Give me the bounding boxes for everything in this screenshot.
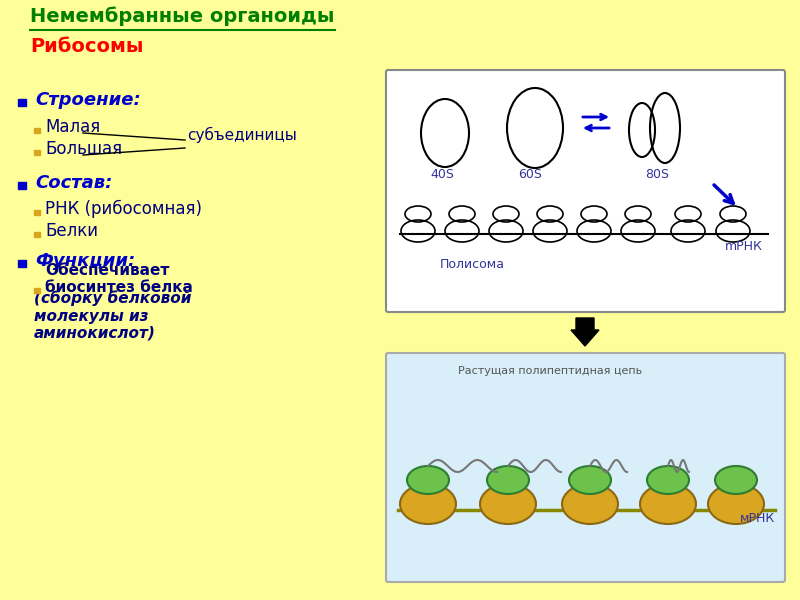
Text: Состав:: Состав: [35, 174, 112, 192]
Text: Белки: Белки [45, 222, 98, 240]
Text: Строение:: Строение: [35, 91, 141, 109]
Text: субъединицы: субъединицы [187, 127, 297, 143]
Text: Большая: Большая [45, 140, 122, 158]
Bar [34, 210, 40, 215]
Ellipse shape [407, 466, 449, 494]
Ellipse shape [562, 484, 618, 524]
Text: 40S: 40S [430, 168, 454, 181]
Ellipse shape [708, 484, 764, 524]
Text: mРНК: mРНК [725, 240, 763, 253]
Text: Немембранные органоиды: Немембранные органоиды [30, 7, 334, 26]
Ellipse shape [480, 484, 536, 524]
Bar [34, 288, 40, 293]
Ellipse shape [647, 466, 689, 494]
Text: Полисома: Полисома [440, 258, 505, 271]
Text: 60S: 60S [518, 168, 542, 181]
FancyBboxPatch shape [386, 70, 785, 312]
Bar [18, 99, 26, 106]
Text: Функции:: Функции: [35, 252, 135, 270]
FancyArrow shape [571, 318, 599, 346]
Bar [34, 150, 40, 155]
Ellipse shape [487, 466, 529, 494]
Text: (сборку белковой
молекулы из
аминокислот): (сборку белковой молекулы из аминокислот… [34, 290, 191, 341]
Bar [18, 182, 26, 189]
FancyBboxPatch shape [386, 353, 785, 582]
Text: мРНК: мРНК [740, 512, 775, 525]
Text: Рибосомы: Рибосомы [30, 37, 143, 56]
Ellipse shape [715, 466, 757, 494]
Bar [34, 128, 40, 133]
Ellipse shape [400, 484, 456, 524]
Text: Малая: Малая [45, 118, 100, 136]
Ellipse shape [569, 466, 611, 494]
Text: Обеспечивает
биосинтез белка: Обеспечивает биосинтез белка [45, 263, 193, 295]
Bar [34, 232, 40, 237]
Text: 80S: 80S [645, 168, 669, 181]
Bar [18, 260, 26, 267]
Text: Растущая полипептидная цепь: Растущая полипептидная цепь [458, 366, 642, 376]
Text: РНК (рибосомная): РНК (рибосомная) [45, 200, 202, 218]
Ellipse shape [640, 484, 696, 524]
